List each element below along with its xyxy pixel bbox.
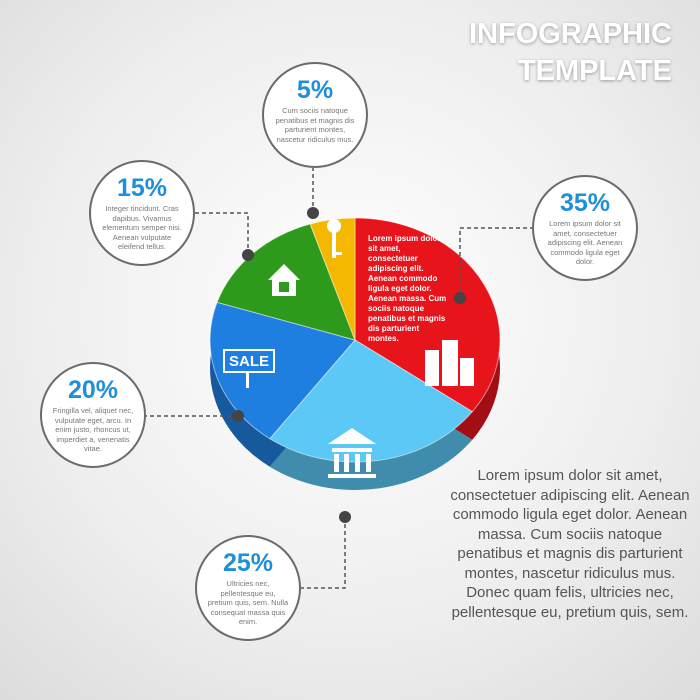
title-line: INFOGRAPHIC [469,18,672,50]
icon-sign-post [246,372,249,388]
connector-dot [307,207,319,219]
value-label: 5% [296,76,334,104]
description: Lorem ipsum dolor sit amet, consectetuer… [547,219,623,266]
description: Cum sociis natoque penatibus et magnis d… [275,106,355,144]
connector-dot [242,249,254,261]
description: Fringilla vel, aliquet nec, vulputate eg… [52,406,134,453]
icon-building [425,350,439,386]
pie-slice [269,339,474,463]
description: Integer tincidunt. Cras dapibus. Vivamus… [102,204,182,251]
info-bubble: 25% Ultricies nec, pellentesque eu, preti… [195,535,301,641]
value-label: 20% [67,376,119,404]
icon-building [460,358,474,386]
icons: SALE [223,219,474,478]
icon-house-door [279,282,289,292]
description: Ultricies nec, pellentesque eu, pretium … [207,579,289,626]
connector-dot [232,410,244,422]
info-bubble: 5% Cum sociis natoque penatibus et magnis… [262,62,368,168]
title-line: TEMPLATE [517,55,672,87]
value-label: 25% [222,549,274,577]
icon-building [442,340,458,386]
icon-bank [328,428,376,478]
info-bubble: 15% Integer tincidunt. Cras dapibus. Viva… [89,160,195,266]
connector [301,517,346,589]
connector [195,212,249,255]
paragraph: Lorem ipsum dolor sit amet, consectetuer… [450,467,690,621]
value-label: 35% [559,189,611,217]
slice-text: Lorem ipsum dolor sit amet, consectetuer… [368,234,447,343]
icon-key [327,219,341,233]
connector-dot [454,292,466,304]
sign-text: SALE [229,353,269,370]
connector [459,227,532,298]
pie-slice [209,301,356,440]
connector-dot [339,511,351,523]
info-bubble: 35% Lorem ipsum dolor sit amet, consectet… [532,175,638,281]
icon-house [268,264,300,296]
info-bubble: 20% Fringilla vel, aliquet nec, vulputate… [40,362,146,468]
value-label: 15% [116,174,168,202]
icon-key [332,232,342,258]
